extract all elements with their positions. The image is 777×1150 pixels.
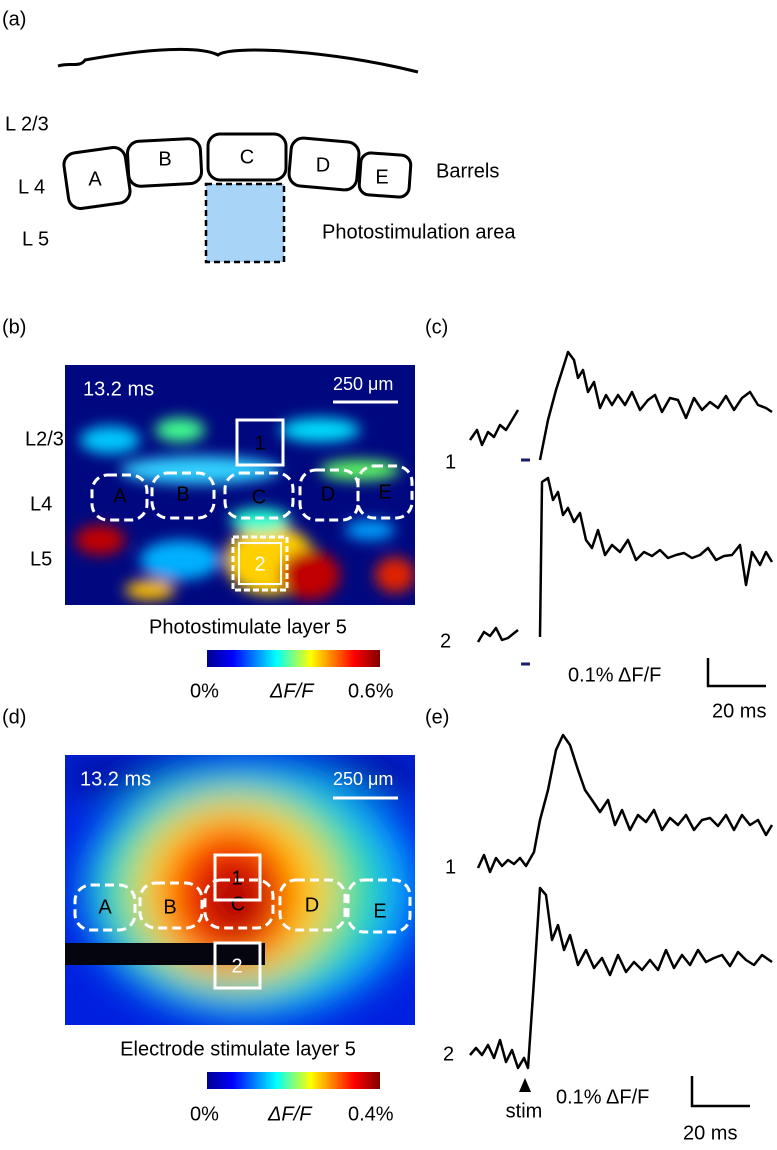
barrel-label: E bbox=[373, 900, 386, 922]
barrel-label: C bbox=[252, 486, 266, 508]
trace-label: 2 bbox=[443, 1043, 454, 1065]
scale-y-label: 0.1% ΔF/F bbox=[556, 1086, 649, 1108]
trace bbox=[469, 886, 773, 1070]
stim-arrow bbox=[519, 1078, 531, 1092]
panel-label: (d) bbox=[2, 706, 26, 728]
photostim-area bbox=[204, 182, 286, 264]
barrel-outlines bbox=[73, 878, 412, 934]
roi-label: 1 bbox=[254, 432, 265, 454]
colorbar-max: 0.6% bbox=[348, 680, 394, 702]
time-label: 13.2 ms bbox=[80, 768, 151, 790]
scale-x-label: 20 ms bbox=[712, 700, 766, 722]
layer-label: L 4 bbox=[18, 176, 45, 198]
colorbar-label: ΔF/F bbox=[267, 1103, 313, 1125]
trace-label: 1 bbox=[445, 856, 456, 878]
roi bbox=[231, 535, 289, 592]
colorbar bbox=[207, 650, 380, 667]
roi-label: 1 bbox=[231, 867, 242, 889]
layer-label: L4 bbox=[30, 493, 52, 515]
scale-bar-label: 250 μm bbox=[333, 769, 393, 789]
roi bbox=[238, 542, 282, 585]
panel-c: (c) 1 2 0.1% ΔF/F 20 ms bbox=[425, 316, 774, 722]
barrel bbox=[206, 132, 288, 182]
time-label: 13.2 ms bbox=[83, 378, 154, 400]
pia bbox=[57, 47, 419, 74]
panel-label: (a) bbox=[2, 8, 26, 30]
barrel-label: B bbox=[176, 483, 189, 505]
roi bbox=[213, 853, 262, 902]
barrels-label: Barrels bbox=[436, 160, 499, 182]
panel-a: (a) L 2/3 L 4 L 5 A B C D E Barrels Phot… bbox=[2, 8, 516, 264]
layer-label: L 2/3 bbox=[5, 113, 49, 135]
barrel-label: D bbox=[321, 483, 335, 505]
panel-label: (b) bbox=[2, 316, 26, 338]
barrel-outlines bbox=[90, 464, 414, 522]
trace-label: 1 bbox=[445, 451, 456, 473]
scale-x-label: 20 ms bbox=[683, 1122, 737, 1144]
barrel bbox=[287, 136, 361, 192]
layer-label: L 5 bbox=[22, 228, 49, 250]
caption: Electrode stimulate layer 5 bbox=[120, 1038, 356, 1060]
barrel bbox=[126, 137, 204, 188]
trace bbox=[468, 409, 520, 447]
caption: Photostimulate layer 5 bbox=[149, 616, 347, 638]
barrel bbox=[357, 151, 413, 199]
colorbar-min: 0% bbox=[190, 1103, 219, 1125]
layer-label: L5 bbox=[30, 548, 52, 570]
panel-label: (e) bbox=[425, 706, 449, 728]
roi-label: 2 bbox=[254, 553, 265, 575]
layer-label: L2/3 bbox=[25, 428, 64, 450]
barrel-label: A bbox=[113, 485, 127, 507]
barrel-label: D bbox=[316, 154, 330, 176]
scale-bar bbox=[706, 658, 766, 688]
trace-label: 2 bbox=[440, 630, 451, 652]
barrel-label: A bbox=[88, 168, 102, 190]
barrel-label: C bbox=[231, 893, 245, 915]
barrel-label: D bbox=[305, 894, 319, 916]
barrel-label: B bbox=[158, 148, 171, 170]
barrels bbox=[62, 132, 413, 210]
trace bbox=[538, 350, 773, 461]
panel-d: (d) 13.2 ms 250 μm A B C D E 1 bbox=[2, 706, 415, 1125]
panel-label: (c) bbox=[425, 316, 448, 338]
trace bbox=[538, 476, 774, 638]
roi-label: 2 bbox=[231, 955, 242, 977]
panel-b: (b) 13.2 ms 250 μm L2/3 L4 bbox=[2, 316, 415, 702]
trace bbox=[476, 626, 519, 643]
roi bbox=[213, 941, 262, 990]
colorbar-min: 0% bbox=[190, 680, 219, 702]
scale-bar bbox=[690, 1076, 750, 1108]
area-label: Photostimulation area bbox=[322, 221, 516, 243]
barrel-label: E bbox=[375, 166, 388, 188]
colorbar bbox=[207, 1072, 380, 1089]
scale-bar-label: 250 μm bbox=[333, 374, 393, 394]
scale-y-label: 0.1% ΔF/F bbox=[568, 664, 661, 686]
colorbar-label: ΔF/F bbox=[269, 680, 315, 702]
heatmap bbox=[65, 755, 415, 1025]
stim-label: stim bbox=[506, 1100, 543, 1122]
barrel-label: B bbox=[163, 896, 176, 918]
roi bbox=[235, 418, 285, 467]
panel-e: (e) 1 2 stim 0.1% ΔF/F 20 ms bbox=[425, 706, 774, 1144]
barrel-label: C bbox=[240, 146, 254, 168]
colorbar-max: 0.4% bbox=[348, 1103, 394, 1125]
trace bbox=[476, 733, 774, 874]
barrel-label: A bbox=[98, 896, 112, 918]
barrel-label: E bbox=[378, 481, 391, 503]
